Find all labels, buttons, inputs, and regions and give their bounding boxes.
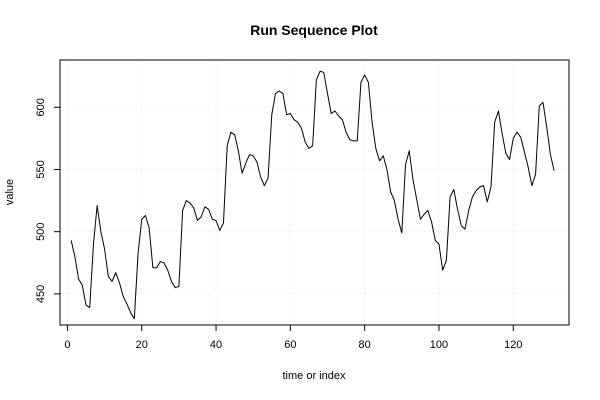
x-tick-label-0: 0	[64, 339, 70, 351]
plot-frame	[59, 59, 570, 326]
y-tick-label-3: 600	[35, 98, 47, 116]
x-tick-label-1: 20	[136, 339, 148, 351]
x-axis-label: time or index	[283, 370, 346, 382]
x-tick-label-5: 100	[430, 339, 448, 351]
x-tick-label-4: 80	[359, 339, 371, 351]
y-tick-label-2: 550	[35, 160, 47, 178]
series-group	[70, 70, 555, 320]
chart-title: Run Sequence Plot	[250, 22, 378, 38]
grid-lines	[60, 60, 569, 325]
x-tick-label-6: 120	[504, 339, 522, 351]
series-line-0	[70, 70, 555, 320]
axis-ticks: 0 20 40 60 80 100 120 450 500 550 600	[35, 98, 522, 351]
x-tick-label-2: 40	[210, 339, 222, 351]
y-tick-label-0: 450	[35, 285, 47, 303]
y-tick-label-1: 500	[35, 223, 47, 241]
y-axis-label: value	[4, 179, 16, 205]
x-tick-label-3: 60	[284, 339, 296, 351]
